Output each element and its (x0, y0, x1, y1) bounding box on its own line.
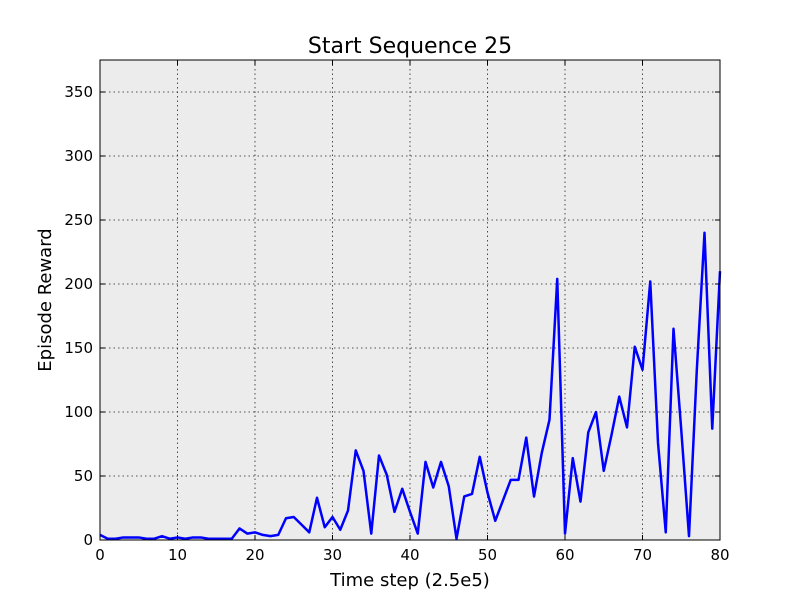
chart-title: Start Sequence 25 (308, 34, 512, 59)
series-layer (99, 231, 722, 540)
x-tick-label: 20 (245, 546, 264, 564)
x-axis-label: Time step (2.5e5) (329, 570, 490, 591)
x-tick-label: 40 (400, 546, 419, 564)
y-tick-label: 150 (64, 339, 93, 357)
x-tick-label: 60 (555, 546, 574, 564)
x-tick-label: 30 (323, 546, 342, 564)
x-tick-label: 0 (95, 546, 105, 564)
x-tick-label: 70 (633, 546, 652, 564)
y-tick-label: 200 (64, 275, 93, 293)
y-tick-label: 250 (64, 211, 93, 229)
x-tick-label: 50 (478, 546, 497, 564)
y-tick-label: 350 (64, 83, 93, 101)
y-tick-label: 0 (83, 531, 93, 549)
y-tick-label: 100 (64, 403, 93, 421)
x-tick-label: 80 (710, 546, 729, 564)
y-tick-label: 300 (64, 147, 93, 165)
series-line (99, 231, 722, 540)
y-tick-label: 50 (74, 467, 93, 485)
x-tick-label: 10 (168, 546, 187, 564)
y-axis-label: Episode Reward (35, 228, 56, 371)
axis-ticks: 0 10 20 30 40 50 60 70 80 0 50 100 150 200 250 300 350 (64, 60, 730, 564)
